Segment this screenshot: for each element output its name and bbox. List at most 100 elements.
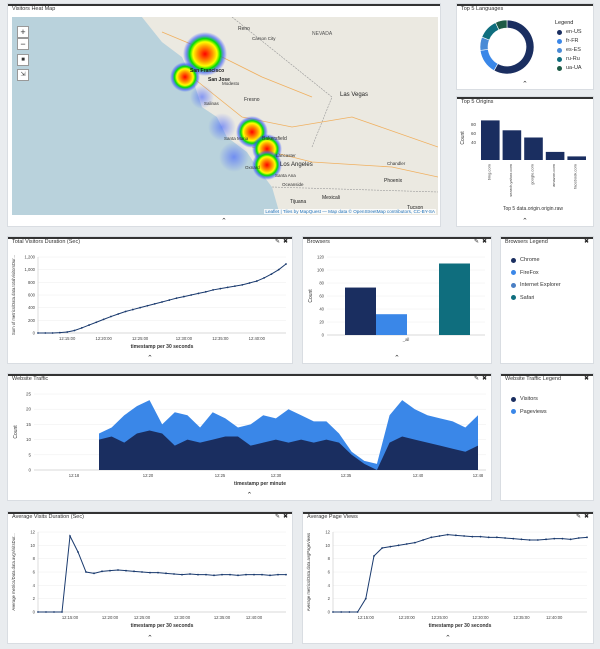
data-point [44,332,47,334]
close-icon[interactable]: ✖ [481,239,487,245]
x-tick-label: 12:35:00 [212,336,229,341]
data-point [364,597,367,600]
data-point [356,611,359,613]
y-tick-label: 0 [33,610,36,615]
x-tick-label: facebook.com [573,163,578,189]
x-axis-label: Top 5 data.origin.origin.raw [503,206,563,212]
y-tick-label: 12 [30,530,35,535]
collapse-caret-icon[interactable]: ⌃ [147,355,153,362]
legend-item[interactable]: FireFox [511,270,539,276]
data-point [73,329,76,332]
legend-item[interactable]: Visitors [511,396,538,402]
legend-item[interactable]: ua-UA [557,65,582,71]
legend-item[interactable]: fr-FR [557,38,579,44]
data-point [168,299,171,301]
data-point [146,304,149,307]
map-attribution[interactable]: Leaflet | Tiles by MapQuest — Map data ©… [264,209,436,214]
close-icon[interactable]: ✖ [481,376,487,382]
panel-rule [8,4,440,6]
data-point [51,332,54,334]
zoom-out-button[interactable]: − [17,38,29,50]
avg-pages-line-chart: 0 2 4 6 8 10 12 12:15:00 12:20:00 12:25:00 12:30:0… [306,530,588,629]
collapse-caret-icon[interactable]: ⌃ [522,81,528,88]
legend-item[interactable]: Safari [511,295,534,301]
legend-label: FireFox [520,269,539,276]
bar [439,263,470,335]
close-icon[interactable]: ✖ [583,376,589,382]
data-point [197,573,199,576]
data-point [261,573,263,576]
data-point [263,277,266,279]
close-icon[interactable]: ✖ [282,239,288,245]
data-point [213,574,215,577]
collapse-caret-icon[interactable]: ⌃ [221,218,227,225]
data-point [569,538,572,541]
data-point [504,537,506,539]
y-tick-label: 6 [328,570,331,575]
data-point [270,273,273,275]
collapse-caret-icon[interactable]: ⌃ [445,635,451,642]
edit-icon[interactable]: ✎ [274,514,280,520]
collapse-caret-icon[interactable]: ⌃ [246,492,253,499]
y-tick-label: 8 [33,556,36,561]
collapse-caret-icon[interactable]: ⌃ [147,635,153,642]
bar [376,314,407,335]
legend-label: Chrome [520,257,540,263]
edit-icon[interactable]: ✎ [473,376,479,382]
edit-icon[interactable]: ✎ [274,239,280,245]
data-point [495,536,498,539]
x-axis-label: timestamp per 30 seconds [131,344,194,350]
data-point [153,302,156,305]
browsers-panel: Browsers ✎ ✖ 0 20 40 60 80 100 120 Count _all ⌃ [302,236,492,364]
data-point [528,539,531,541]
data-point [85,571,87,573]
close-icon[interactable]: ✖ [282,514,288,520]
legend-item[interactable]: Internet Explorer [511,282,561,288]
x-tick-label: 12:20:00 [95,336,112,341]
edit-icon[interactable]: ✎ [575,514,581,520]
map-canvas [12,17,438,215]
legend-item[interactable]: ru-Ru [557,56,580,62]
close-icon[interactable]: ✖ [583,514,589,520]
y-tick-label: 80 [471,122,477,127]
legend-label: es-ES [566,47,581,53]
data-point [37,332,39,334]
data-point [389,545,392,548]
y-tick-label: 800 [28,280,36,285]
edit-icon[interactable]: ✎ [473,239,479,245]
data-point [66,331,69,333]
data-point [438,535,441,537]
x-tick-label: 12:40:00 [546,615,563,620]
traffic-legend-panel: Website Traffic Legend ✖ Visitors Pagevie… [500,373,594,501]
data-point [77,551,79,553]
data-point [204,290,207,293]
layers-icon[interactable]: ■ [17,54,29,66]
collapse-caret-icon[interactable]: ⌃ [522,218,528,225]
legend-item[interactable]: Chrome [511,257,540,263]
bar [481,120,500,160]
map-area[interactable]: Reno NEVADA Carson City San Francisco Sa… [12,17,438,215]
browsers-legend-panel: Browsers Legend ✖ Chrome FireFox Internet … [500,236,594,364]
data-point [88,324,90,326]
legend-item[interactable]: Pageviews [511,409,547,415]
data-point [181,573,183,576]
collapse-caret-icon[interactable]: ⌃ [394,355,400,362]
x-tick-label: bing.com [486,163,491,180]
data-point [102,318,105,321]
legend-swatch [557,56,562,62]
fullscreen-icon[interactable]: ⇲ [17,69,29,81]
panel-rule [8,374,491,376]
data-point [157,571,159,574]
panel-rule [457,97,593,99]
y-tick-label: 25 [26,392,32,397]
data-point [561,537,564,540]
x-tick-label: 12:30:00 [472,615,489,620]
legend-item[interactable]: es-ES [557,47,581,53]
zoom-in-button[interactable]: + [17,26,29,38]
close-icon[interactable]: ✖ [583,239,589,245]
data-point [141,571,143,573]
panel-title: Browsers [307,239,330,245]
legend-item[interactable]: en-US [557,29,582,35]
place-label: Modesto [222,81,240,86]
y-tick-label: 10 [26,437,32,442]
